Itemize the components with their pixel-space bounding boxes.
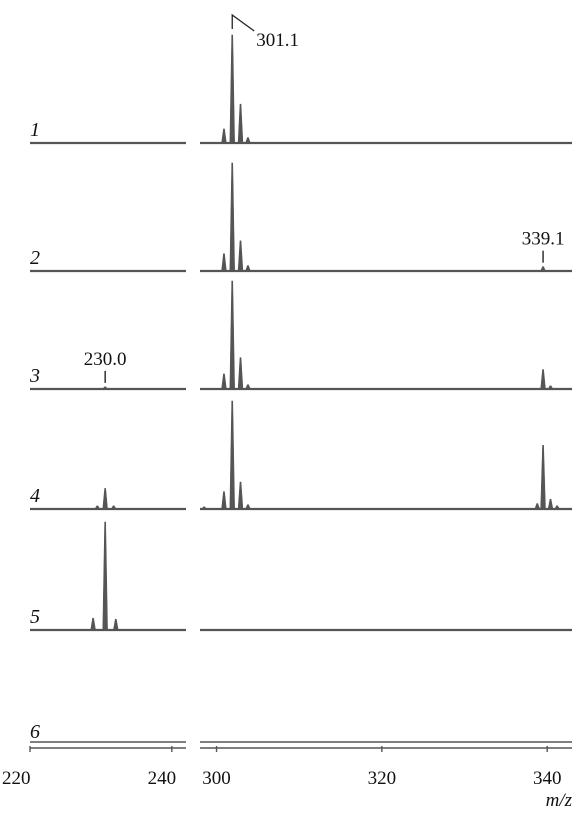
peak-label: 301.1 [256, 30, 299, 51]
row-label: 4 [30, 485, 40, 507]
row-label: 5 [30, 606, 40, 628]
peak [94, 505, 101, 510]
peak [113, 618, 119, 631]
x-tick-label: 220 [2, 768, 31, 789]
peak [102, 521, 108, 631]
spectrum-row-5: 5 [30, 521, 572, 632]
peak [221, 128, 227, 144]
peak [547, 498, 554, 510]
x-tick-label: 300 [202, 768, 231, 789]
spectrum-row-4: 4 [30, 400, 572, 511]
peak [540, 266, 546, 272]
spectrum-row-2: 2 [30, 162, 572, 273]
peak [221, 491, 227, 510]
peak-annotation: 301.1 [231, 13, 299, 51]
peak [229, 280, 235, 390]
peak [237, 240, 244, 272]
peak [237, 103, 244, 144]
peak [554, 505, 561, 510]
peak [102, 488, 108, 510]
peak-annotations: 301.1 339.1 230.0 [84, 13, 565, 383]
peak-annotation: 339.1 [522, 229, 565, 263]
leader-line [231, 13, 255, 32]
peak-label: 339.1 [522, 229, 565, 250]
peak [245, 265, 251, 272]
peak [221, 253, 227, 272]
peak [110, 505, 117, 510]
x-axis: 220 240 300 320 340 [2, 746, 561, 789]
peak [221, 373, 227, 390]
peak [534, 503, 541, 510]
row-label: 6 [30, 721, 40, 743]
peak [229, 34, 235, 144]
peak [245, 504, 251, 510]
peak [540, 444, 546, 510]
peak-annotation: 230.0 [84, 349, 127, 383]
peak [201, 506, 208, 510]
row-label: 2 [30, 247, 40, 269]
spectrum-row-1: 1 [30, 34, 572, 145]
x-tick-label: 320 [368, 768, 397, 789]
peak [245, 137, 251, 144]
spectrum-row-6: 6 [30, 721, 572, 749]
x-tick-label: 340 [533, 768, 562, 789]
peak [237, 357, 244, 390]
peak [540, 369, 546, 390]
row-label: 3 [29, 365, 40, 387]
spectra-rows: 1 2 3 4 5 6 [29, 34, 572, 749]
peak [102, 386, 109, 390]
peak [547, 385, 554, 390]
x-tick-label: 240 [148, 768, 177, 789]
peak [90, 617, 96, 631]
peak [237, 481, 244, 510]
spectrum-row-3: 3 [29, 280, 572, 391]
peak [229, 400, 235, 510]
peak-label: 230.0 [84, 349, 127, 370]
row-label: 1 [30, 119, 40, 141]
peak [229, 162, 235, 272]
peak [245, 384, 251, 390]
x-axis-title: m/z [546, 790, 573, 811]
